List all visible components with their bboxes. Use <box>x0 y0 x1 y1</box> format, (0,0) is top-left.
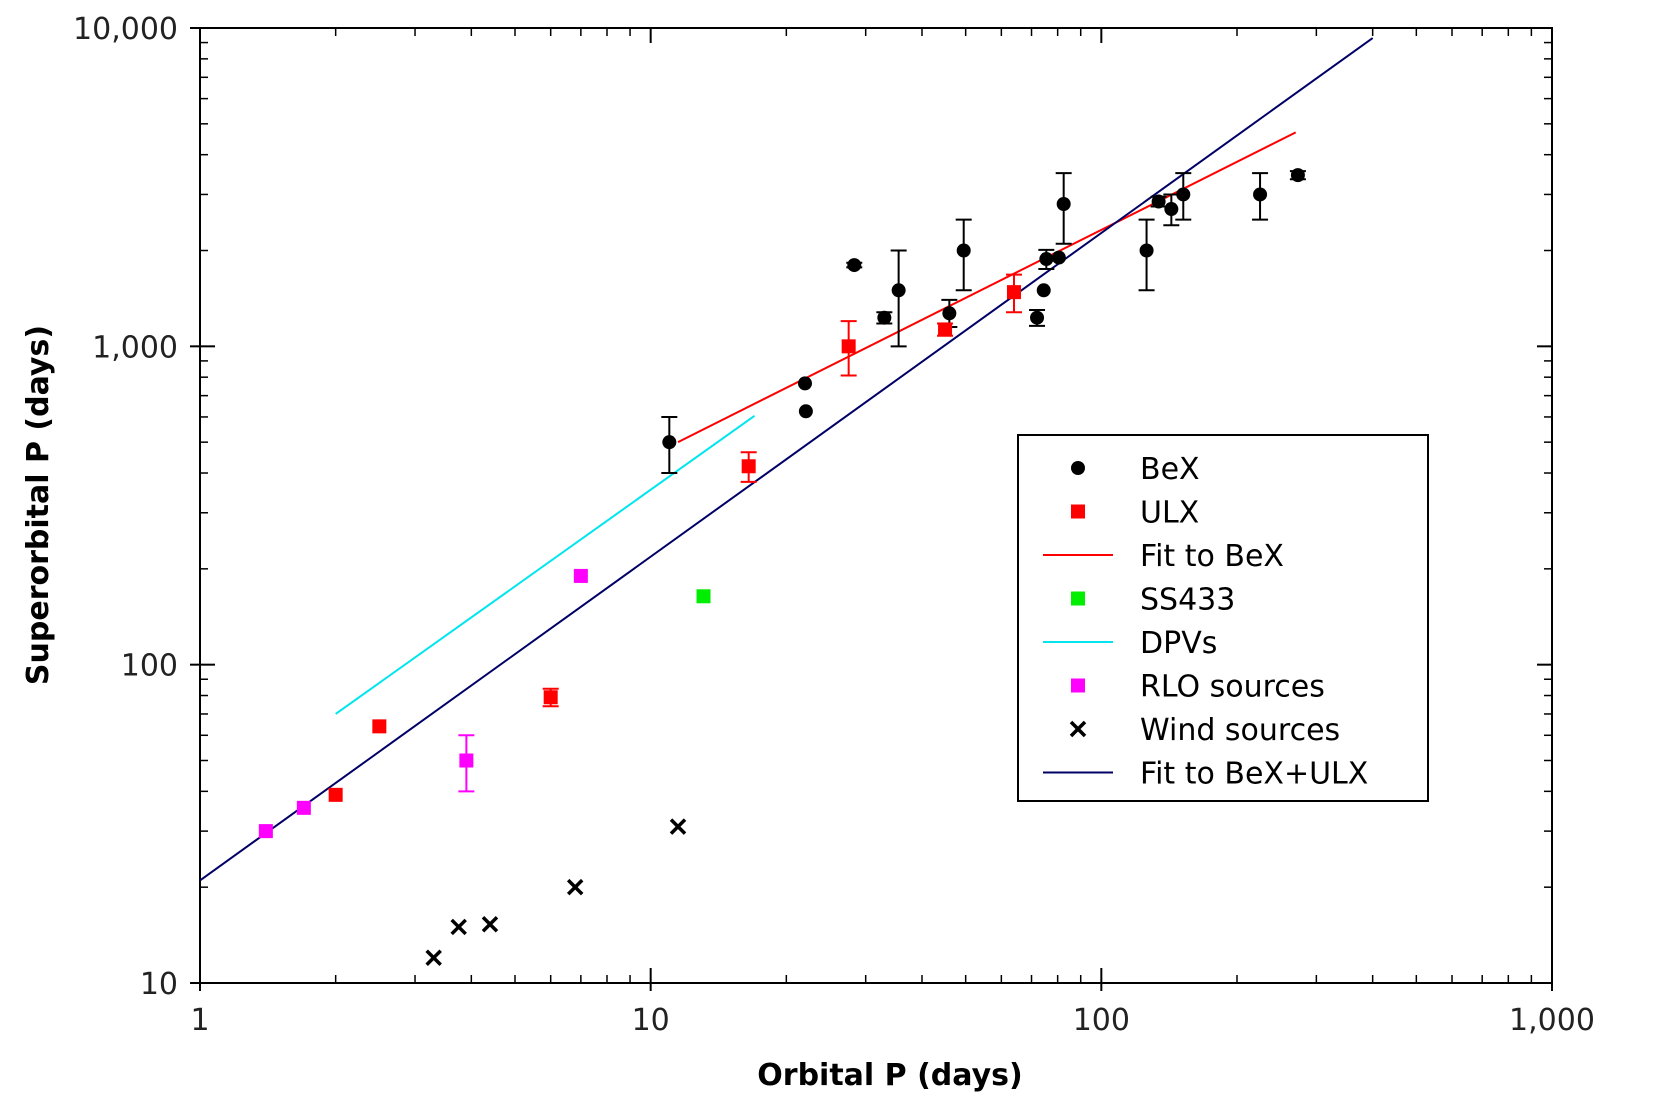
series-rlo-sources-point <box>459 753 474 768</box>
series-bex-point <box>1290 168 1305 183</box>
x-tick-labels: 1 10 100 1,000 <box>190 1003 1594 1038</box>
legend-label: Fit to BeX <box>1140 539 1284 574</box>
series-bex-point <box>1151 194 1166 209</box>
series-ulx-point <box>741 459 756 474</box>
series-wind-sources-point <box>669 818 687 835</box>
legend-label: BeX <box>1140 452 1200 487</box>
series-bex-point <box>1030 310 1045 325</box>
series-bex-point <box>1253 187 1268 202</box>
series-rlo-sources-point <box>573 568 588 583</box>
cross-stroke <box>450 918 467 936</box>
series-ss433-point <box>696 589 711 604</box>
series-fit-to-bex-ulx-line <box>199 37 1374 882</box>
x-axis-title: Orbital P (days) <box>757 1058 1022 1093</box>
series-wind-sources-point <box>450 918 467 936</box>
series-ulx-point <box>1006 285 1021 300</box>
series-bex-point <box>956 243 971 258</box>
fit-lines <box>199 37 1374 882</box>
legend-label: Fit to BeX+ULX <box>1140 757 1368 792</box>
x-tick-label: 1 <box>190 1003 209 1038</box>
legend-box <box>1017 434 1429 802</box>
legend-item-ss433: SS433 <box>1071 583 1235 618</box>
series-fit-to-bex-line <box>677 131 1297 444</box>
legend-item-ulx: ULX <box>1071 496 1199 531</box>
legend-label: ULX <box>1140 496 1199 531</box>
series-ulx-point <box>841 339 856 354</box>
series-bex-point <box>877 310 892 325</box>
cross-stroke <box>669 818 687 835</box>
series-bex-point <box>1139 243 1154 258</box>
y-tick-labels: 10 100 1,000 10,000 <box>73 12 178 1002</box>
minor-ticks <box>200 28 1552 983</box>
series-bex-point <box>1051 250 1066 265</box>
series-bex-point <box>1039 252 1054 267</box>
legend-item-fit-to-bex: Fit to BeX <box>1043 539 1284 574</box>
cross-stroke <box>1069 720 1087 738</box>
series-bex-point <box>942 306 957 321</box>
legend-swatch-marker <box>1071 678 1085 693</box>
series-ulx-point <box>543 690 558 705</box>
series-wind-sources-point <box>481 915 499 933</box>
series-ulx-point <box>372 719 387 734</box>
legend-label: Wind sources <box>1140 713 1340 748</box>
legend-label: SS433 <box>1140 583 1235 618</box>
series-bex-point <box>891 283 906 298</box>
series-dpvs-line <box>335 414 756 715</box>
series-bex-point <box>1036 283 1051 298</box>
legend-swatch-marker <box>1071 461 1085 475</box>
cross-stroke <box>481 915 499 933</box>
plot-frame <box>199 27 1553 984</box>
legend-label: RLO sources <box>1140 670 1325 705</box>
cross-stroke <box>566 878 584 896</box>
series-wind-sources-point <box>566 878 584 896</box>
series-rlo-sources-point <box>296 800 311 815</box>
data-points <box>258 168 1305 967</box>
y-tick-label: 100 <box>121 649 178 684</box>
series-bex-point <box>1164 202 1179 217</box>
series-bex-point <box>1056 196 1071 211</box>
series-bex-point <box>847 258 862 273</box>
x-tick-label: 100 <box>1073 1003 1130 1038</box>
cross-stroke <box>425 949 442 967</box>
y-tick-label: 10 <box>140 967 178 1002</box>
legend: BeX ULX Fit to BeX SS433 DPVs RLO sources Wind… <box>1017 434 1429 802</box>
series-bex-point <box>662 435 677 450</box>
major-ticks <box>190 27 1553 991</box>
series-bex-point <box>1176 187 1191 202</box>
error-bars <box>458 170 1306 793</box>
y-axis-title: Superorbital P (days) <box>21 325 56 685</box>
legend-entries: BeX ULX Fit to BeX SS433 DPVs RLO sources Wind… <box>1043 452 1368 792</box>
series-rlo-sources-point <box>258 824 273 839</box>
legend-label: DPVs <box>1140 626 1217 661</box>
legend-item-dpvs: DPVs <box>1043 626 1217 661</box>
series-bex-point <box>798 404 813 419</box>
x-tick-label: 10 <box>632 1003 670 1038</box>
series-bex-error-bar <box>890 249 907 348</box>
legend-item-wind-sources: Wind sources <box>1069 713 1340 748</box>
legend-swatch-marker <box>1071 591 1085 606</box>
series-ulx-point <box>328 787 343 802</box>
y-tick-label: 1,000 <box>92 330 178 365</box>
legend-swatch-marker <box>1071 504 1085 519</box>
series-wind-sources-point <box>425 949 442 967</box>
series-bex-point <box>797 376 812 391</box>
legend-item-fit-to-bex-ulx: Fit to BeX+ULX <box>1043 757 1368 792</box>
legend-item-rlo-sources: RLO sources <box>1071 670 1325 705</box>
legend-item-bex: BeX <box>1071 452 1200 487</box>
y-tick-label: 10,000 <box>73 12 178 47</box>
legend-swatch-marker <box>1069 720 1087 738</box>
series-ulx-point <box>938 322 953 337</box>
x-tick-label: 1,000 <box>1509 1003 1595 1038</box>
